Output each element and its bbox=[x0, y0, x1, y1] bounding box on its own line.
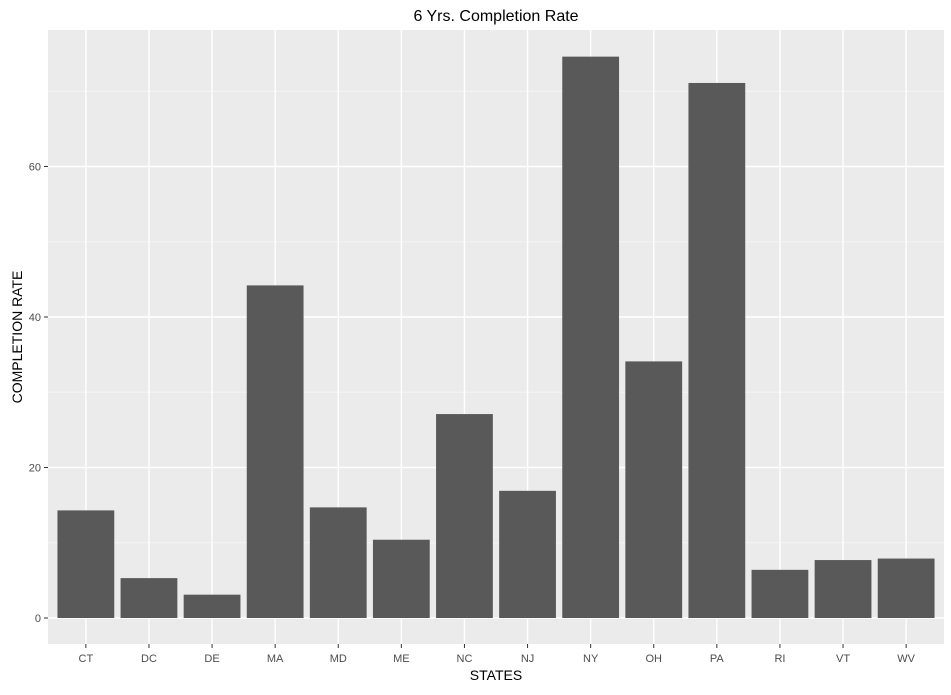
x-tick-label-de: DE bbox=[204, 653, 219, 665]
bar-ri bbox=[751, 569, 809, 618]
x-tick-label-ny: NY bbox=[583, 653, 599, 665]
x-tick-label-vt: VT bbox=[836, 653, 850, 665]
bar-pa bbox=[688, 82, 746, 618]
bar-nj bbox=[499, 490, 556, 618]
x-tick-label-ma: MA bbox=[267, 653, 284, 665]
y-tick-label: 60 bbox=[29, 162, 41, 174]
y-axis: 0 20 40 60 bbox=[29, 162, 48, 625]
bar-ny bbox=[562, 56, 620, 618]
bar-nc bbox=[436, 414, 493, 618]
x-tick-label-md: MD bbox=[330, 653, 347, 665]
x-tick-label-oh: OH bbox=[645, 653, 662, 665]
y-tick-label: 20 bbox=[29, 463, 41, 475]
y-tick-label: 0 bbox=[35, 613, 41, 625]
x-tick-label-pa: PA bbox=[710, 653, 725, 665]
bar-ct bbox=[57, 510, 115, 618]
bar-vt bbox=[814, 560, 872, 618]
bar-me bbox=[372, 539, 430, 618]
x-tick-label-ct: CT bbox=[79, 653, 94, 665]
bar-wv bbox=[877, 558, 935, 618]
x-tick-label-me: ME bbox=[393, 653, 410, 665]
bar-layer bbox=[57, 56, 935, 618]
x-tick-label-nc: NC bbox=[457, 653, 473, 665]
chart-title: 6 Yrs. Completion Rate bbox=[413, 8, 578, 25]
x-tick-label-dc: DC bbox=[141, 653, 157, 665]
x-tick-label-nj: NJ bbox=[521, 653, 534, 665]
x-tick-label-ri: RI bbox=[774, 653, 785, 665]
y-tick-label: 40 bbox=[29, 312, 41, 324]
x-tick-label-wv: WV bbox=[897, 653, 915, 665]
bar-oh bbox=[625, 361, 683, 618]
bar-md bbox=[309, 507, 367, 618]
x-axis: CT DC DE MA MD ME NC NJ NY OH PA RI VT WV bbox=[79, 644, 916, 665]
bar-dc bbox=[120, 578, 178, 618]
bar-ma bbox=[246, 285, 304, 618]
plot-panel bbox=[48, 30, 944, 644]
x-axis-title: STATES bbox=[470, 667, 522, 683]
y-axis-title: COMPLETION RATE bbox=[9, 271, 25, 404]
bar-de bbox=[183, 594, 241, 618]
